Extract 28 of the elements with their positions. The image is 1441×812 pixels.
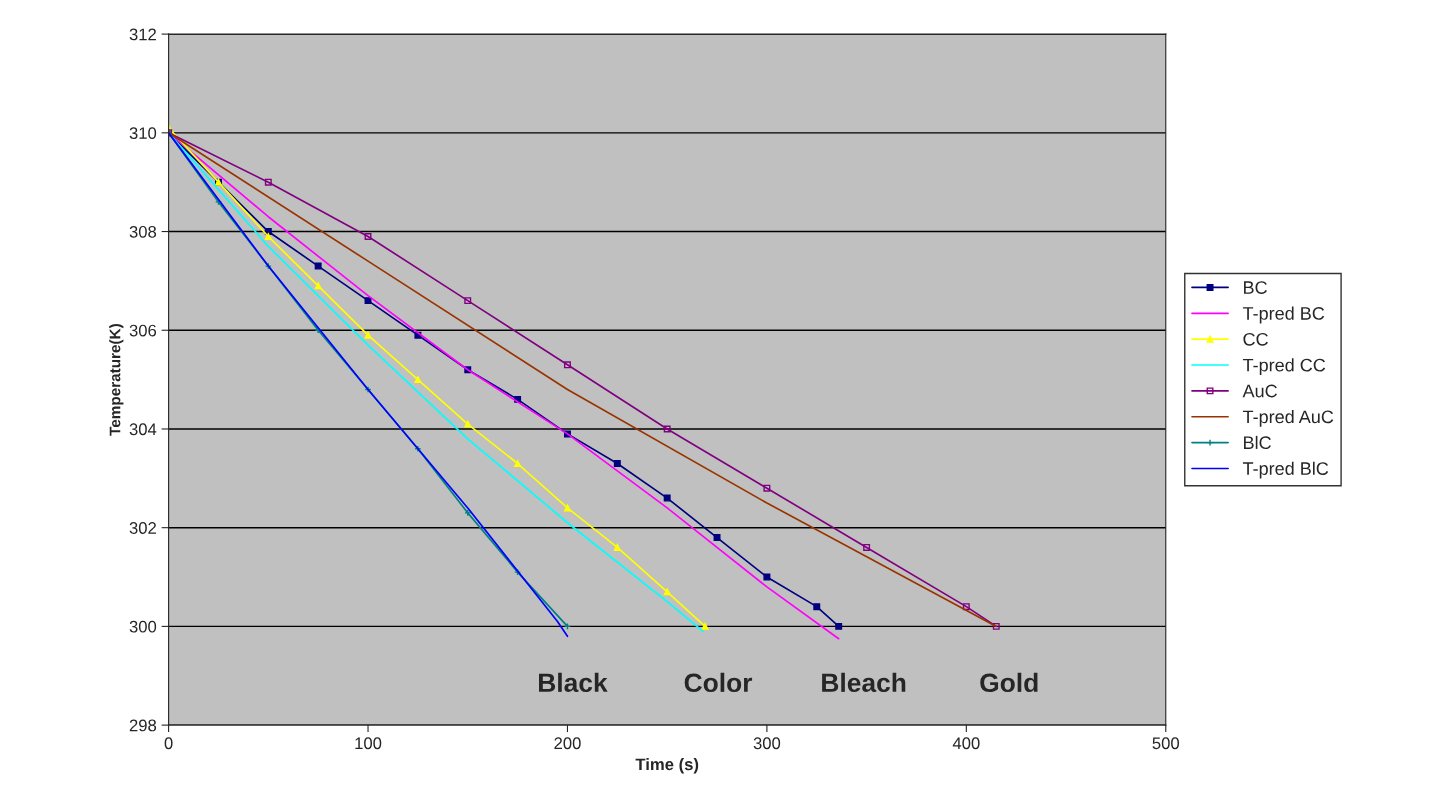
legend-label: BC: [1244, 281, 1267, 294]
annotation: Black: [539, 672, 608, 693]
y-tick-label: 312: [129, 28, 156, 41]
annotation: Bleach: [822, 672, 906, 693]
x-tick-label: 100: [355, 737, 382, 750]
x-tick-label: 500: [1152, 737, 1180, 750]
y-tick-label: 302: [129, 522, 156, 534]
y-tick-label: 308: [129, 225, 157, 238]
annotation: Gold: [980, 672, 1038, 693]
legend-label: T-pred CC: [1242, 358, 1326, 376]
y-tick-label: 298: [129, 719, 157, 732]
legend-label: T-pred AuC: [1242, 409, 1334, 427]
x-tick-label: 300: [753, 737, 781, 750]
y-tick-label: 310: [129, 127, 157, 140]
x-axis-title: Time (s): [635, 758, 699, 774]
y-tick-label: 304: [129, 423, 157, 436]
x-tick-label: 0: [164, 737, 173, 750]
legend-label: BlC: [1244, 435, 1271, 450]
annotation: Color: [684, 672, 753, 693]
legend-label: CC: [1243, 332, 1268, 346]
legend-label: AuC: [1242, 384, 1277, 398]
legend-label: T-pred BlC: [1242, 461, 1329, 479]
x-tick-label: 200: [554, 737, 581, 750]
x-tick-label: 400: [952, 737, 980, 750]
y-axis-title: Temperature(K): [109, 324, 124, 436]
y-tick-label: 300: [129, 620, 157, 633]
legend-label: T-pred BC: [1242, 306, 1325, 324]
y-tick-label: 306: [129, 324, 157, 337]
